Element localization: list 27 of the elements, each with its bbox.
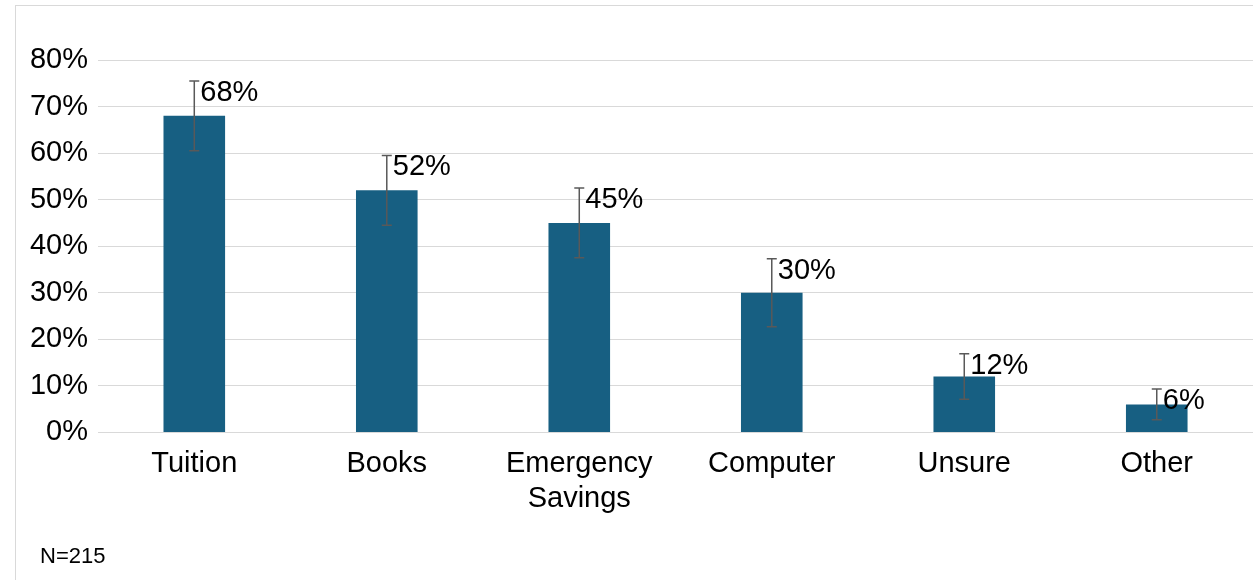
x-tick-label: Computer <box>708 445 836 478</box>
y-tick-label: 60% <box>30 135 89 168</box>
data-label: 12% <box>970 347 1029 380</box>
y-tick-label: 0% <box>46 414 89 447</box>
data-label: 45% <box>585 182 644 215</box>
bar <box>163 115 226 432</box>
y-tick-label: 40% <box>30 228 89 261</box>
bar <box>355 190 418 432</box>
bar <box>548 222 611 432</box>
y-tick-label: 10% <box>30 367 89 400</box>
bar <box>933 376 996 432</box>
text: N=215 <box>40 543 106 569</box>
y-tick-label: 20% <box>30 321 89 354</box>
x-tick-label: Other <box>1120 445 1194 478</box>
data-label: 30% <box>777 252 836 285</box>
data-label: 52% <box>392 149 451 182</box>
x-tick-label: Tuition <box>151 445 238 478</box>
data-label: 6% <box>1162 383 1205 416</box>
data-label: 68% <box>200 74 259 107</box>
y-tick-label: 50% <box>30 181 89 214</box>
x-tick-label: Books <box>346 445 428 478</box>
y-tick-label: 70% <box>30 88 89 121</box>
y-tick-label: 30% <box>30 274 89 307</box>
x-tick-label: Unsure <box>917 445 1012 478</box>
y-tick-label: 80% <box>30 42 89 74</box>
bar <box>740 292 803 432</box>
x-tick-label: Emergency Savings <box>505 445 654 513</box>
